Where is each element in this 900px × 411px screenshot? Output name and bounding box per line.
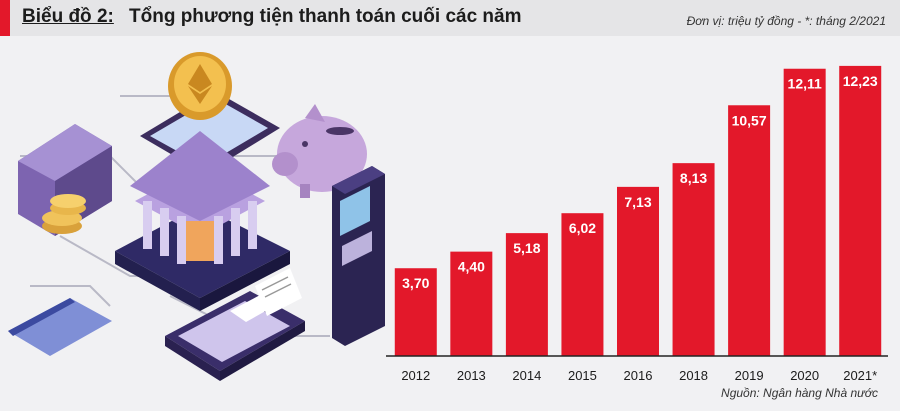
bar-value-label: 8,13 (680, 170, 707, 186)
x-tick-label: 2012 (401, 368, 430, 383)
x-tick-label: 2018 (679, 368, 708, 383)
bar-2021 (839, 65, 882, 357)
bar-value-label: 6,02 (569, 220, 596, 236)
x-tick-label: 2021* (843, 368, 877, 383)
x-tick-label: 2014 (512, 368, 541, 383)
wallet-icon (18, 124, 112, 236)
bar-2014 (505, 233, 548, 356)
gold-coin-icon (168, 52, 232, 120)
bank-building-icon (115, 131, 290, 311)
chart-title: Tổng phương tiện thanh toán cuối các năm (129, 6, 522, 27)
credit-card-icon (8, 298, 112, 356)
x-tick-label: 2013 (457, 368, 486, 383)
piggy-bank-icon (272, 104, 367, 198)
atm-machine-icon (332, 166, 385, 346)
x-tick-label: 2019 (735, 368, 764, 383)
bar-value-label: 5,18 (513, 240, 540, 256)
payment-illustration (8, 52, 385, 381)
bar-value-label: 7,13 (624, 194, 651, 210)
bar-2012 (394, 268, 437, 356)
x-tick-label: 2020 (790, 368, 819, 383)
bar-2018 (672, 163, 715, 356)
receipt-icon (255, 268, 302, 316)
x-axis-tick-labels: 2012 2013 2014 2015 2016 2018 2019 2020 2021* (401, 368, 877, 383)
unit-note: Đơn vị: triệu tỷ đồng - *: tháng 2/2021 (686, 14, 886, 28)
source-note: Nguồn: Ngân hàng Nhà nước (721, 386, 878, 400)
bar-2013 (450, 251, 493, 356)
bar-2020 (783, 68, 826, 356)
bar-value-label: 10,57 (732, 112, 767, 128)
x-tick-label: 2016 (624, 368, 653, 383)
title-accent-stripe (0, 0, 10, 36)
bar-value-label: 4,40 (458, 259, 485, 275)
title-bar: Biểu đồ 2: Tổng phương tiện thanh toán c… (0, 0, 900, 36)
x-tick-label: 2015 (568, 368, 597, 383)
bar-value-label: 3,70 (402, 275, 429, 291)
bar-value-label: 12,23 (843, 73, 878, 89)
coin-stack-icon (42, 194, 86, 234)
bar-2019 (728, 105, 771, 356)
bar-2015 (561, 213, 604, 356)
bar-value-label: 12,11 (788, 76, 822, 92)
bar-2016 (617, 186, 659, 356)
chart-number-label: Biểu đồ 2: (22, 6, 114, 27)
bar-series: 3,70 4,40 5,18 6,02 7,13 8,13 10,57 12,11 12,23 (394, 65, 882, 357)
